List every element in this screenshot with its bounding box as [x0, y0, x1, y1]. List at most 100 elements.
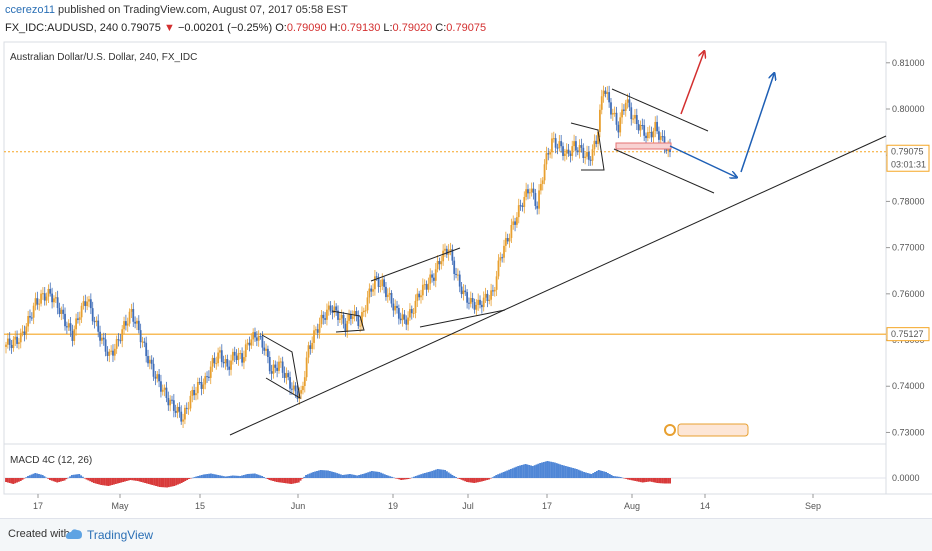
candle[interactable]	[460, 281, 463, 299]
candle[interactable]	[134, 316, 137, 329]
candle[interactable]	[41, 287, 44, 300]
candle[interactable]	[600, 89, 603, 115]
candle[interactable]	[45, 292, 48, 306]
candle[interactable]	[141, 336, 144, 348]
candle[interactable]	[239, 350, 242, 360]
candle[interactable]	[47, 284, 50, 303]
candle[interactable]	[237, 347, 240, 366]
candle[interactable]	[279, 357, 282, 368]
candle[interactable]	[429, 268, 432, 290]
candle[interactable]	[156, 371, 159, 383]
candle[interactable]	[521, 202, 524, 212]
candle[interactable]	[637, 119, 640, 134]
candle[interactable]	[145, 336, 148, 363]
candle[interactable]	[338, 312, 341, 324]
candle[interactable]	[357, 310, 360, 329]
candle[interactable]	[383, 275, 386, 294]
candle[interactable]	[643, 119, 646, 142]
candle[interactable]	[423, 279, 426, 290]
candle[interactable]	[316, 323, 319, 339]
candle[interactable]	[49, 282, 52, 297]
candle[interactable]	[512, 215, 515, 230]
flag-pattern-3[interactable]	[570, 122, 605, 171]
candle[interactable]	[86, 296, 89, 311]
candle[interactable]	[569, 150, 572, 163]
candle[interactable]	[584, 152, 587, 165]
candle[interactable]	[58, 302, 61, 318]
candle[interactable]	[150, 355, 153, 370]
candle[interactable]	[73, 325, 76, 346]
candle[interactable]	[661, 130, 664, 142]
candle[interactable]	[198, 377, 201, 385]
candle[interactable]	[67, 319, 70, 331]
candle[interactable]	[344, 318, 347, 337]
candle[interactable]	[10, 340, 13, 354]
candle[interactable]	[106, 346, 109, 362]
candle[interactable]	[353, 304, 356, 322]
candle[interactable]	[335, 303, 338, 316]
candle[interactable]	[578, 139, 581, 159]
wedge-top-line[interactable]	[611, 88, 709, 132]
candle[interactable]	[241, 347, 243, 367]
candle[interactable]	[250, 333, 253, 349]
candle[interactable]	[606, 86, 609, 100]
time-axis[interactable]: 17 May 15 Jun 19 Jul 17 Aug 14 Sep	[33, 494, 821, 511]
candle[interactable]	[554, 133, 557, 154]
candle[interactable]	[418, 290, 421, 301]
candle[interactable]	[560, 134, 563, 153]
candle[interactable]	[486, 290, 489, 308]
candle[interactable]	[407, 311, 409, 331]
candle[interactable]	[523, 191, 526, 214]
candle[interactable]	[479, 295, 481, 309]
candle[interactable]	[180, 405, 183, 425]
candle[interactable]	[176, 403, 179, 419]
candle[interactable]	[589, 156, 592, 166]
candle[interactable]	[370, 285, 373, 297]
candle[interactable]	[410, 305, 413, 320]
candle[interactable]	[322, 311, 325, 325]
candle[interactable]	[615, 106, 618, 131]
candle[interactable]	[475, 299, 478, 316]
candle[interactable]	[82, 295, 85, 310]
candle[interactable]	[368, 283, 371, 304]
candle[interactable]	[405, 315, 408, 331]
candle[interactable]	[361, 306, 363, 331]
candle[interactable]	[307, 341, 310, 364]
candle[interactable]	[53, 295, 55, 308]
candle[interactable]	[16, 330, 18, 349]
candle[interactable]	[571, 140, 574, 161]
candle[interactable]	[508, 233, 511, 248]
candle[interactable]	[348, 309, 350, 324]
candle[interactable]	[202, 378, 205, 395]
candle[interactable]	[484, 287, 487, 304]
candle[interactable]	[54, 292, 57, 304]
candle[interactable]	[621, 103, 623, 124]
candle[interactable]	[547, 147, 550, 161]
candle[interactable]	[519, 199, 522, 211]
candle[interactable]	[551, 132, 553, 159]
candle[interactable]	[641, 118, 644, 130]
candle[interactable]	[99, 325, 101, 347]
candle[interactable]	[351, 310, 354, 324]
candle[interactable]	[602, 85, 605, 103]
candle[interactable]	[115, 335, 118, 354]
candle[interactable]	[587, 145, 590, 166]
candle[interactable]	[265, 343, 267, 356]
candle[interactable]	[174, 404, 177, 418]
candle[interactable]	[314, 326, 317, 335]
candle[interactable]	[567, 143, 570, 157]
candle[interactable]	[471, 292, 474, 309]
bearish-arrow-blue[interactable]	[669, 145, 736, 177]
candle[interactable]	[541, 177, 544, 191]
candle[interactable]	[586, 145, 588, 160]
candle[interactable]	[534, 188, 537, 210]
candle[interactable]	[617, 121, 620, 139]
candle[interactable]	[84, 294, 87, 313]
candle[interactable]	[608, 85, 611, 108]
candle[interactable]	[392, 298, 395, 317]
candle[interactable]	[102, 332, 105, 346]
candle[interactable]	[652, 127, 655, 143]
candle[interactable]	[619, 112, 622, 137]
candle[interactable]	[8, 332, 11, 351]
candle[interactable]	[530, 182, 533, 197]
